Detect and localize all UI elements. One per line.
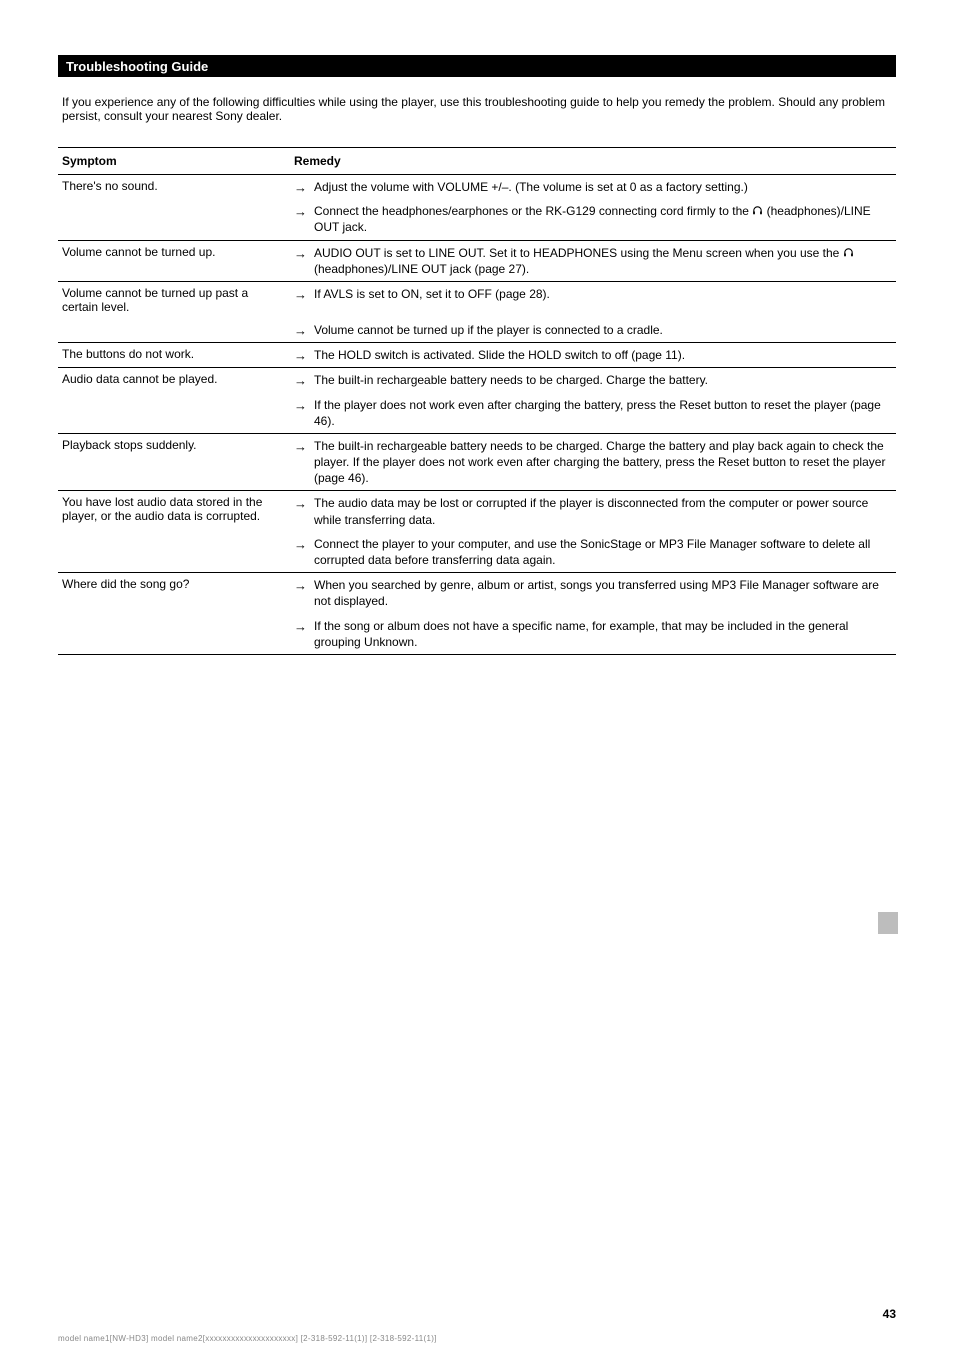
table-symptom-cell: Volume cannot be turned up. bbox=[58, 240, 290, 281]
arrow-icon: → bbox=[294, 495, 314, 511]
headphone-icon bbox=[752, 205, 763, 216]
table-remedy-cell: →Adjust the volume with VOLUME +/–. (The… bbox=[290, 175, 896, 200]
arrow-icon: → bbox=[294, 203, 314, 219]
table-remedy-cell: →Connect the headphones/earphones or the… bbox=[290, 199, 896, 240]
arrow-icon: → bbox=[294, 397, 314, 413]
table-symptom-cell: Playback stops suddenly. bbox=[58, 433, 290, 491]
table-symptom-cell: Audio data cannot be played. bbox=[58, 368, 290, 393]
arrow-icon: → bbox=[294, 245, 314, 261]
troubleshoot-table: Symptom Remedy There's no sound.→Adjust … bbox=[58, 147, 896, 655]
intro-text: If you experience any of the following d… bbox=[58, 95, 896, 123]
arrow-icon: → bbox=[294, 179, 314, 195]
remedy-text: If the player does not work even after c… bbox=[314, 397, 892, 429]
table-remedy-cell: →If the player does not work even after … bbox=[290, 393, 896, 434]
table-remedy-cell: →If the song or album does not have a sp… bbox=[290, 614, 896, 655]
table-remedy-cell: →Connect the player to your computer, an… bbox=[290, 532, 896, 573]
table-remedy-cell: →When you searched by genre, album or ar… bbox=[290, 573, 896, 614]
section-title: Troubleshooting Guide bbox=[66, 59, 208, 74]
page-number: 43 bbox=[883, 1307, 896, 1321]
arrow-icon: → bbox=[294, 372, 314, 388]
side-tab bbox=[878, 912, 898, 934]
remedy-text: Connect the headphones/earphones or the … bbox=[314, 203, 892, 235]
table-symptom-cell: There's no sound. bbox=[58, 175, 290, 200]
table-symptom-cell bbox=[58, 199, 290, 240]
table-remedy-cell: →The audio data may be lost or corrupted… bbox=[290, 491, 896, 532]
table-symptom-cell: Where did the song go? bbox=[58, 573, 290, 614]
arrow-icon: → bbox=[294, 438, 314, 454]
remedy-text: The HOLD switch is activated. Slide the … bbox=[314, 347, 892, 363]
arrow-icon: → bbox=[294, 618, 314, 634]
table-header-symptom: Symptom bbox=[58, 148, 290, 175]
table-remedy-cell: →The HOLD switch is activated. Slide the… bbox=[290, 343, 896, 368]
remedy-text: Volume cannot be turned up if the player… bbox=[314, 322, 892, 338]
remedy-text: The audio data may be lost or corrupted … bbox=[314, 495, 892, 527]
remedy-text: Adjust the volume with VOLUME +/–. (The … bbox=[314, 179, 892, 195]
table-symptom-cell: Volume cannot be turned up past a certai… bbox=[58, 281, 290, 318]
table-remedy-cell: →If AVLS is set to ON, set it to OFF (pa… bbox=[290, 281, 896, 318]
table-symptom-cell bbox=[58, 393, 290, 434]
arrow-icon: → bbox=[294, 322, 314, 338]
remedy-text: If the song or album does not have a spe… bbox=[314, 618, 892, 650]
table-remedy-cell: →The built-in rechargeable battery needs… bbox=[290, 433, 896, 491]
table-header-remedy: Remedy bbox=[290, 148, 896, 175]
table-symptom-cell bbox=[58, 614, 290, 655]
remedy-text: AUDIO OUT is set to LINE OUT. Set it to … bbox=[314, 245, 892, 277]
remedy-text: If AVLS is set to ON, set it to OFF (pag… bbox=[314, 286, 892, 302]
remedy-text: The built-in rechargeable battery needs … bbox=[314, 372, 892, 388]
footer-code: model name1[NW-HD3] model name2[xxxxxxxx… bbox=[58, 1334, 437, 1343]
arrow-icon: → bbox=[294, 536, 314, 552]
remedy-text: The built-in rechargeable battery needs … bbox=[314, 438, 892, 487]
section-title-bar: Troubleshooting Guide bbox=[58, 55, 896, 77]
remedy-text: Connect the player to your computer, and… bbox=[314, 536, 892, 568]
table-remedy-cell: →AUDIO OUT is set to LINE OUT. Set it to… bbox=[290, 240, 896, 281]
table-symptom-cell bbox=[58, 318, 290, 343]
table-symptom-cell: You have lost audio data stored in the p… bbox=[58, 491, 290, 532]
table-symptom-cell bbox=[58, 532, 290, 573]
table-remedy-cell: →Volume cannot be turned up if the playe… bbox=[290, 318, 896, 343]
table-symptom-cell: The buttons do not work. bbox=[58, 343, 290, 368]
arrow-icon: → bbox=[294, 347, 314, 363]
arrow-icon: → bbox=[294, 577, 314, 593]
remedy-text: When you searched by genre, album or art… bbox=[314, 577, 892, 609]
table-remedy-cell: →The built-in rechargeable battery needs… bbox=[290, 368, 896, 393]
arrow-icon: → bbox=[294, 286, 314, 302]
headphone-icon bbox=[843, 247, 854, 258]
